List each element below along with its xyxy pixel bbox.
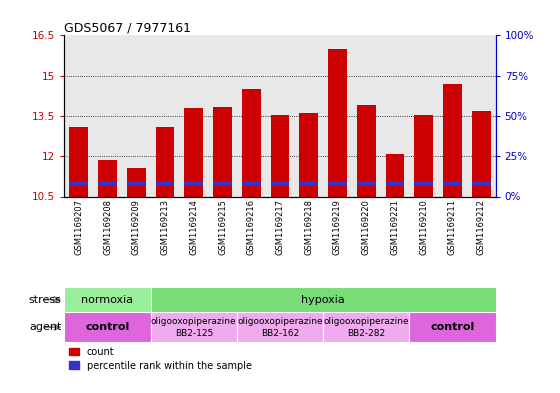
Bar — [386, 154, 404, 196]
Bar — [328, 49, 347, 196]
Bar — [64, 287, 151, 312]
Bar — [443, 84, 462, 196]
Text: stress: stress — [29, 295, 62, 305]
Text: control: control — [85, 322, 130, 332]
Bar — [237, 312, 323, 342]
Bar — [270, 182, 290, 186]
Bar — [213, 182, 232, 186]
Bar — [127, 168, 146, 196]
Bar — [242, 182, 260, 186]
Bar — [300, 113, 318, 196]
Text: hypoxia: hypoxia — [301, 295, 345, 305]
Bar — [357, 105, 376, 196]
Bar — [328, 182, 347, 186]
Bar — [69, 127, 88, 196]
Bar — [414, 182, 433, 186]
Bar — [414, 115, 433, 196]
Text: BB2-125: BB2-125 — [175, 329, 213, 338]
Bar — [98, 160, 117, 196]
Bar — [323, 312, 409, 342]
Bar — [184, 108, 203, 196]
Bar — [472, 110, 491, 196]
Text: normoxia: normoxia — [81, 295, 134, 305]
Bar — [213, 107, 232, 196]
Bar — [472, 182, 491, 186]
Bar — [156, 182, 174, 186]
Text: oligooxopiperazine: oligooxopiperazine — [324, 318, 409, 326]
Bar — [443, 182, 462, 186]
Bar — [270, 115, 290, 196]
Bar — [151, 287, 496, 312]
Text: oligooxopiperazine: oligooxopiperazine — [151, 318, 236, 326]
Text: BB2-282: BB2-282 — [347, 329, 385, 338]
Bar — [357, 182, 376, 186]
Text: oligooxopiperazine: oligooxopiperazine — [237, 318, 323, 326]
Bar — [242, 89, 260, 196]
Text: control: control — [430, 322, 475, 332]
Legend: count, percentile rank within the sample: count, percentile rank within the sample — [69, 347, 252, 371]
Text: agent: agent — [29, 322, 62, 332]
Bar — [127, 182, 146, 186]
Text: GDS5067 / 7977161: GDS5067 / 7977161 — [64, 21, 192, 34]
Bar — [156, 127, 174, 196]
Bar — [386, 182, 404, 186]
Bar — [64, 312, 151, 342]
Bar — [98, 182, 117, 186]
Bar — [69, 182, 88, 186]
Bar — [151, 312, 237, 342]
Bar — [184, 182, 203, 186]
Bar — [300, 182, 318, 186]
Text: BB2-162: BB2-162 — [261, 329, 299, 338]
Bar — [409, 312, 496, 342]
